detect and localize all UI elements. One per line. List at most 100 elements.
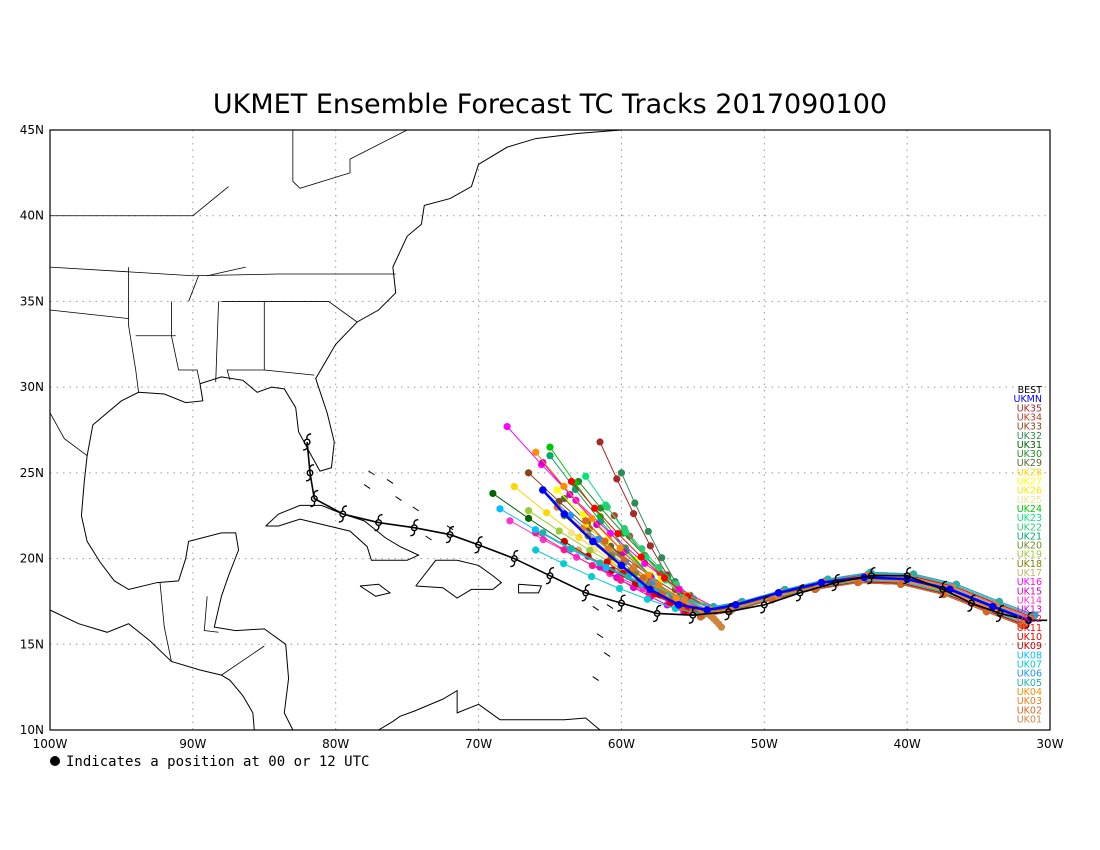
state-border	[50, 186, 229, 217]
member-position-dot	[617, 576, 625, 584]
legend-entry: UK10	[1017, 632, 1042, 643]
member-position-dot	[546, 443, 554, 451]
hurricane-arm-top	[691, 606, 697, 613]
member-position-dot	[560, 560, 568, 568]
hurricane-eye	[967, 599, 975, 607]
member-position-dot	[531, 526, 539, 534]
hurricane-eye	[303, 438, 311, 446]
hurricane-eye	[510, 555, 518, 563]
legend-entry: UK18	[1017, 559, 1042, 570]
hurricane-arm-bottom	[510, 561, 516, 568]
member-position-dot	[897, 580, 905, 588]
ensemble-mean-dot	[589, 537, 597, 546]
legend-entry: UK29	[1017, 458, 1042, 469]
legend-entry: UK12	[1017, 614, 1042, 625]
member-position-dot	[539, 535, 547, 544]
state-border	[128, 267, 139, 393]
member-position-dot	[617, 469, 626, 477]
y-tick-label: 35N	[20, 294, 44, 308]
member-position-dot	[604, 545, 612, 553]
x-tick-label: 80W	[322, 737, 349, 751]
hurricane-eye	[903, 572, 911, 580]
x-tick-label: 100W	[33, 737, 68, 751]
member-position-dot	[503, 422, 511, 431]
state-border	[49, 412, 88, 457]
member-position-dot	[560, 494, 568, 503]
hurricane-arm-bottom	[338, 516, 344, 523]
hurricane-arm-top	[377, 513, 383, 520]
hurricane-arm-top	[727, 603, 733, 610]
member-position-dot	[587, 572, 596, 581]
legend-entry: UK20	[1017, 541, 1042, 552]
hurricane-arm-bottom	[303, 444, 309, 451]
plot-frame	[49, 129, 1051, 731]
hurricane-arm-bottom	[545, 578, 551, 585]
hurricane-arm-top	[656, 604, 662, 611]
hurricane-arm-top	[449, 525, 455, 532]
legend-entry: UK31	[1017, 440, 1042, 451]
hurricane-eye	[760, 601, 768, 609]
state-border	[49, 309, 129, 319]
ensemble-mean-dot	[560, 510, 569, 518]
member-position-dot	[582, 517, 590, 525]
hurricane-arm-bottom	[688, 617, 694, 624]
island	[395, 496, 402, 501]
hurricane-eye	[939, 585, 947, 593]
island	[603, 652, 611, 657]
y-tick-label: 45N	[20, 123, 44, 137]
legend-entry: UK15	[1017, 586, 1042, 597]
hurricane-arm-top	[834, 573, 840, 580]
member-position-dot	[524, 469, 533, 477]
hurricane-eye	[653, 609, 661, 617]
legend-entry: UK17	[1017, 568, 1042, 579]
legend-entry: UK04	[1017, 687, 1042, 698]
hurricane-arm-top	[941, 580, 947, 587]
member-track-uk09	[560, 537, 1033, 624]
hurricane-arm-top	[620, 594, 626, 601]
x-tick-label: 70W	[465, 737, 492, 751]
ensemble-mean-dot	[617, 561, 626, 570]
hurricane-symbol-icon	[581, 584, 590, 602]
legend-entry: UKMN	[1014, 394, 1043, 405]
ensemble-mean-dot	[674, 601, 683, 609]
best-track-line	[306, 441, 1048, 622]
hurricane-eye	[310, 495, 318, 503]
member-position-dot	[643, 595, 652, 603]
member-position-dot	[546, 452, 554, 460]
y-tick-label: 25N	[20, 466, 44, 480]
hurricane-symbol-icon	[795, 584, 805, 602]
legend-entry: UK01	[1017, 714, 1042, 725]
coastline	[49, 609, 255, 731]
member-position-dot	[620, 524, 629, 533]
member-position-dot	[532, 448, 540, 456]
legend-entry: UK33	[1017, 422, 1042, 433]
hurricane-arm-top	[306, 433, 312, 440]
hurricane-symbol-icon	[303, 433, 312, 451]
lat-lon-grid	[50, 130, 1050, 730]
hurricane-arm-bottom	[995, 616, 1001, 623]
coastline	[518, 583, 543, 594]
legend-entry: UK32	[1017, 431, 1042, 442]
island	[606, 604, 614, 609]
best-track	[303, 433, 1048, 629]
state-border	[171, 301, 201, 384]
coastline	[359, 583, 392, 597]
member-position-dot	[660, 574, 669, 582]
hurricane-arm-bottom	[310, 501, 316, 508]
member-position-dot	[566, 490, 574, 499]
hurricane-symbol-icon	[545, 567, 555, 585]
hurricane-arm-bottom	[867, 578, 873, 585]
member-position-dot	[524, 506, 533, 515]
chart-title: UKMET Ensemble Forecast TC Tracks 201709…	[213, 89, 887, 120]
x-tick-label: 90W	[179, 737, 206, 751]
member-position-dot	[631, 499, 639, 507]
hurricane-eye	[306, 469, 314, 477]
hurricane-arm-bottom	[653, 616, 659, 623]
hurricane-symbol-icon	[653, 604, 662, 623]
member-position-dot	[567, 544, 575, 553]
hurricane-arm-top	[1027, 611, 1033, 618]
island	[425, 535, 432, 541]
legend-entry: UK23	[1017, 513, 1042, 524]
member-position-dot	[639, 574, 647, 582]
member-position-dot	[637, 553, 645, 561]
